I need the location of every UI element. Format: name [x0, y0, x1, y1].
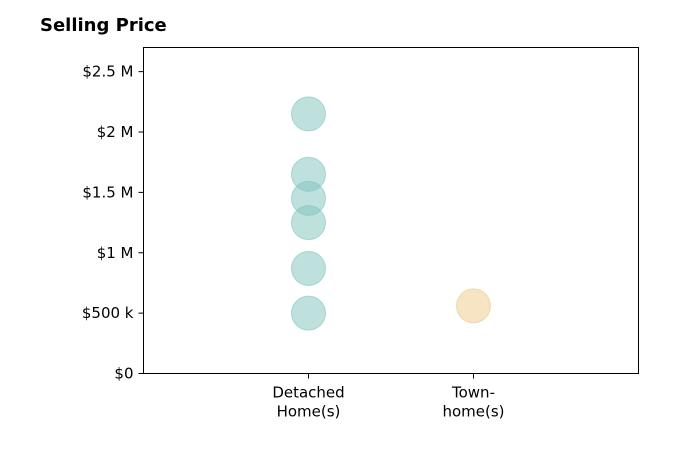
y-tick-label: $1 M [97, 244, 134, 262]
y-tick-label: $2 M [97, 123, 134, 141]
data-point [291, 295, 326, 331]
y-axis: $0 $500 k $1 M $1.5 M $2 M $2.5 M [82, 63, 144, 383]
data-point [291, 250, 326, 286]
x-axis: Detached Home(s) Town-home(s) [272, 373, 505, 421]
data-points [291, 96, 491, 331]
chart-title: Selling Price [40, 15, 167, 36]
data-point [456, 288, 491, 324]
x-tick-label: Detached Home(s) [272, 384, 344, 421]
y-tick-label: $1.5 M [82, 183, 133, 201]
data-point [291, 156, 326, 192]
y-tick-label: $500 k [82, 304, 134, 322]
y-tick-label: $0 [114, 365, 133, 383]
plot-area-frame [143, 47, 639, 374]
y-tick-label: $2.5 M [82, 63, 133, 81]
x-tick-label: Town-home(s) [442, 384, 504, 421]
data-point [291, 96, 326, 132]
